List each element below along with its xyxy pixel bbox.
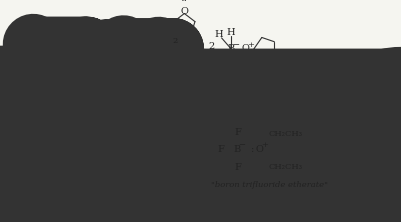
Text: F: F [217,145,223,155]
Text: F: F [233,128,240,137]
Text: B: B [57,145,64,155]
Text: ¨: ¨ [181,0,187,13]
Text: H: H [153,58,161,67]
Text: tetrahydrofuran: tetrahydrofuran [150,58,218,66]
Text: +: + [246,41,253,49]
Text: H: H [59,58,68,67]
Text: H: H [130,32,139,40]
Text: CH₂CH₃: CH₂CH₃ [141,163,175,171]
Text: B: B [227,44,234,53]
Text: H: H [226,28,235,37]
Text: F: F [41,129,48,138]
Text: F: F [73,129,80,138]
Text: B: B [233,145,240,155]
Text: :O:: :O: [123,145,137,155]
Text: CH₂CH₃: CH₂CH₃ [268,130,302,138]
Text: diborane: diborane [116,65,154,73]
Text: H: H [130,58,139,67]
Text: CH₂CH₃: CH₂CH₃ [268,163,302,171]
Text: 2: 2 [32,42,38,51]
Text: "boron trifluoride etherate": "boron trifluoride etherate" [211,181,328,189]
Text: B: B [120,44,127,53]
Text: H: H [153,30,161,40]
Text: B: B [142,44,150,53]
Text: 2: 2 [172,37,177,45]
Text: H: H [69,30,78,38]
Text: H: H [214,30,223,40]
Text: H: H [108,58,117,67]
Text: H: H [214,58,223,67]
Text: diethyl ether: diethyl ether [103,179,157,187]
Text: O: O [241,44,249,53]
Text: F: F [57,163,64,172]
Text: :: : [251,46,254,55]
Text: +: + [93,145,102,155]
Text: CH₂CH₃: CH₂CH₃ [141,130,175,138]
Text: :: : [250,145,253,155]
Text: B: B [60,42,67,51]
Text: O: O [255,145,263,155]
Text: (THF): (THF) [171,65,196,73]
Text: H: H [49,30,57,38]
Text: H: H [108,30,117,40]
Text: −: − [231,41,239,49]
Text: F: F [233,163,240,172]
Text: +: + [260,141,267,149]
Text: −: − [238,141,245,149]
Text: O: O [180,7,188,16]
Text: boron trifluoride: boron trifluoride [25,179,96,187]
Text: BH₃·THF: BH₃·THF [218,65,256,73]
Text: borane: borane [49,65,78,73]
Text: 2: 2 [208,42,214,51]
